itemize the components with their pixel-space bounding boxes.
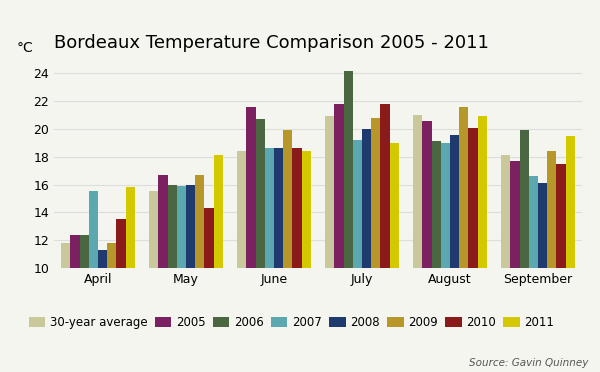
Bar: [302, 151, 311, 372]
Bar: [344, 71, 353, 372]
Bar: [362, 129, 371, 372]
Bar: [186, 185, 195, 372]
Bar: [149, 192, 158, 372]
Bar: [459, 107, 469, 372]
Text: Bordeaux Temperature Comparison 2005 - 2011: Bordeaux Temperature Comparison 2005 - 2…: [54, 34, 489, 52]
Bar: [450, 135, 459, 372]
Bar: [390, 143, 399, 372]
Bar: [265, 148, 274, 372]
Bar: [510, 161, 520, 372]
Bar: [556, 164, 566, 372]
Bar: [431, 141, 441, 372]
Bar: [478, 116, 487, 372]
Bar: [116, 219, 126, 372]
Bar: [325, 116, 334, 372]
Bar: [246, 107, 256, 372]
Bar: [158, 175, 167, 372]
Bar: [98, 250, 107, 372]
Bar: [237, 151, 246, 372]
Bar: [283, 130, 292, 372]
Bar: [501, 155, 510, 372]
Bar: [529, 176, 538, 372]
Bar: [422, 121, 431, 372]
Bar: [441, 143, 450, 372]
Bar: [80, 234, 89, 372]
Bar: [353, 140, 362, 372]
Bar: [126, 187, 135, 372]
Bar: [469, 128, 478, 372]
Bar: [256, 119, 265, 372]
Bar: [214, 155, 223, 372]
Bar: [107, 243, 116, 372]
Bar: [566, 136, 575, 372]
Bar: [538, 183, 547, 372]
Bar: [89, 192, 98, 372]
Bar: [547, 151, 556, 372]
Bar: [520, 130, 529, 372]
Bar: [292, 148, 302, 372]
Text: Source: Gavin Quinney: Source: Gavin Quinney: [469, 358, 588, 368]
Bar: [371, 118, 380, 372]
Bar: [177, 186, 186, 372]
Bar: [61, 243, 70, 372]
Y-axis label: °C: °C: [17, 41, 34, 55]
Bar: [380, 104, 390, 372]
Bar: [167, 185, 177, 372]
Bar: [205, 208, 214, 372]
Bar: [195, 175, 205, 372]
Bar: [413, 115, 422, 372]
Legend: 30-year average, 2005, 2006, 2007, 2008, 2009, 2010, 2011: 30-year average, 2005, 2006, 2007, 2008,…: [24, 311, 559, 334]
Bar: [70, 234, 80, 372]
Bar: [274, 148, 283, 372]
Bar: [334, 104, 344, 372]
